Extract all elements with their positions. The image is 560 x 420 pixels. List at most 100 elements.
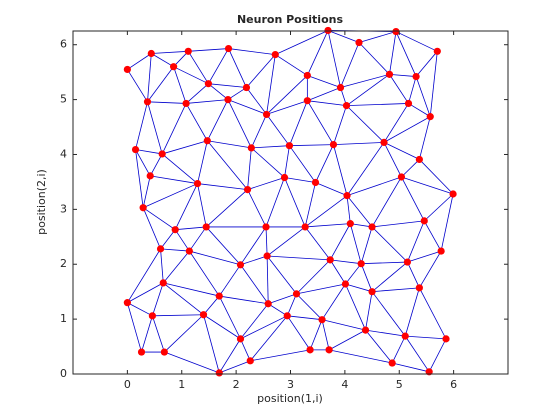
edge: [147, 53, 152, 102]
edge: [246, 87, 267, 115]
edge: [246, 54, 276, 88]
edge: [372, 287, 420, 293]
edge: [149, 153, 163, 177]
edge: [321, 319, 330, 350]
edge: [365, 329, 393, 364]
edge: [389, 74, 409, 104]
edge: [346, 195, 373, 228]
edge: [404, 287, 420, 337]
edge: [174, 229, 190, 252]
neuron-point: [123, 299, 131, 307]
edge: [147, 101, 187, 104]
edge: [307, 87, 341, 102]
neuron-point: [236, 335, 245, 343]
neuron-point: [224, 96, 232, 104]
edge: [135, 149, 151, 177]
edge: [197, 183, 207, 228]
neuron-point: [182, 99, 190, 108]
edge: [203, 295, 220, 315]
edge: [247, 147, 252, 190]
edge: [265, 226, 268, 257]
edge: [401, 176, 425, 222]
edge: [207, 140, 252, 149]
edge: [142, 175, 151, 208]
edge: [147, 101, 163, 155]
edge: [345, 283, 366, 331]
edge: [408, 103, 431, 117]
edge: [219, 295, 269, 305]
edge: [161, 153, 198, 184]
x-tick-label: 2: [233, 378, 240, 391]
edge: [327, 30, 341, 88]
edge: [187, 51, 209, 84]
neuron-point: [355, 38, 363, 47]
edge: [240, 315, 288, 340]
neuron-point: [341, 280, 350, 288]
edge: [208, 83, 229, 100]
y-axis-label: position(2,i): [35, 169, 48, 235]
edge: [163, 282, 220, 297]
edge: [350, 223, 373, 228]
x-tick-label: 0: [124, 378, 131, 391]
edge: [286, 315, 311, 351]
neuron-point: [247, 144, 255, 152]
edge: [321, 283, 346, 320]
edge: [346, 176, 402, 197]
edge: [197, 140, 208, 184]
edge: [152, 315, 165, 353]
neuron-point: [131, 145, 140, 154]
x-axis-label: position(1,i): [257, 392, 323, 405]
y-tick-label: 1: [60, 312, 67, 325]
edge: [284, 177, 306, 228]
edge: [407, 220, 425, 263]
neuron-point: [420, 217, 428, 225]
neuron-point: [404, 99, 413, 108]
edge: [372, 220, 425, 228]
edge: [346, 74, 390, 106]
edge: [284, 177, 316, 183]
edge: [415, 76, 431, 117]
neuron-point: [292, 290, 301, 298]
neuron-point: [262, 110, 271, 119]
edge: [163, 282, 204, 316]
edge: [401, 159, 420, 178]
edge: [160, 248, 190, 252]
edge: [389, 73, 417, 77]
neuron-point: [385, 70, 394, 78]
edge: [127, 69, 148, 103]
edge: [305, 223, 351, 228]
edge: [151, 53, 174, 68]
neuron-point: [215, 292, 223, 300]
edge: [391, 335, 406, 364]
edge: [327, 30, 360, 43]
edge: [160, 229, 176, 250]
x-tick-label: 6: [450, 378, 457, 391]
neuron-point: [285, 142, 294, 150]
edge: [205, 226, 241, 266]
edge: [227, 99, 252, 149]
neuron-point: [185, 247, 193, 255]
edge: [415, 51, 438, 77]
edge: [419, 287, 447, 340]
edge: [142, 207, 161, 250]
edge: [371, 291, 406, 337]
edge: [218, 295, 241, 340]
edge: [333, 142, 385, 146]
neuron-point: [148, 312, 156, 320]
edge: [197, 183, 248, 191]
edge: [267, 303, 288, 317]
neuron-point: [301, 223, 309, 231]
neuron-point: [329, 141, 338, 149]
edge: [186, 99, 229, 104]
neuron-point: [336, 83, 345, 92]
edge: [395, 31, 438, 52]
edge: [315, 144, 334, 183]
neuron-point: [311, 178, 320, 187]
neuron-point: [262, 223, 270, 231]
edge: [306, 30, 329, 76]
edge: [358, 42, 390, 75]
edge: [383, 103, 409, 143]
edge: [389, 31, 397, 75]
neuron-point: [171, 226, 179, 234]
edge: [284, 145, 290, 178]
